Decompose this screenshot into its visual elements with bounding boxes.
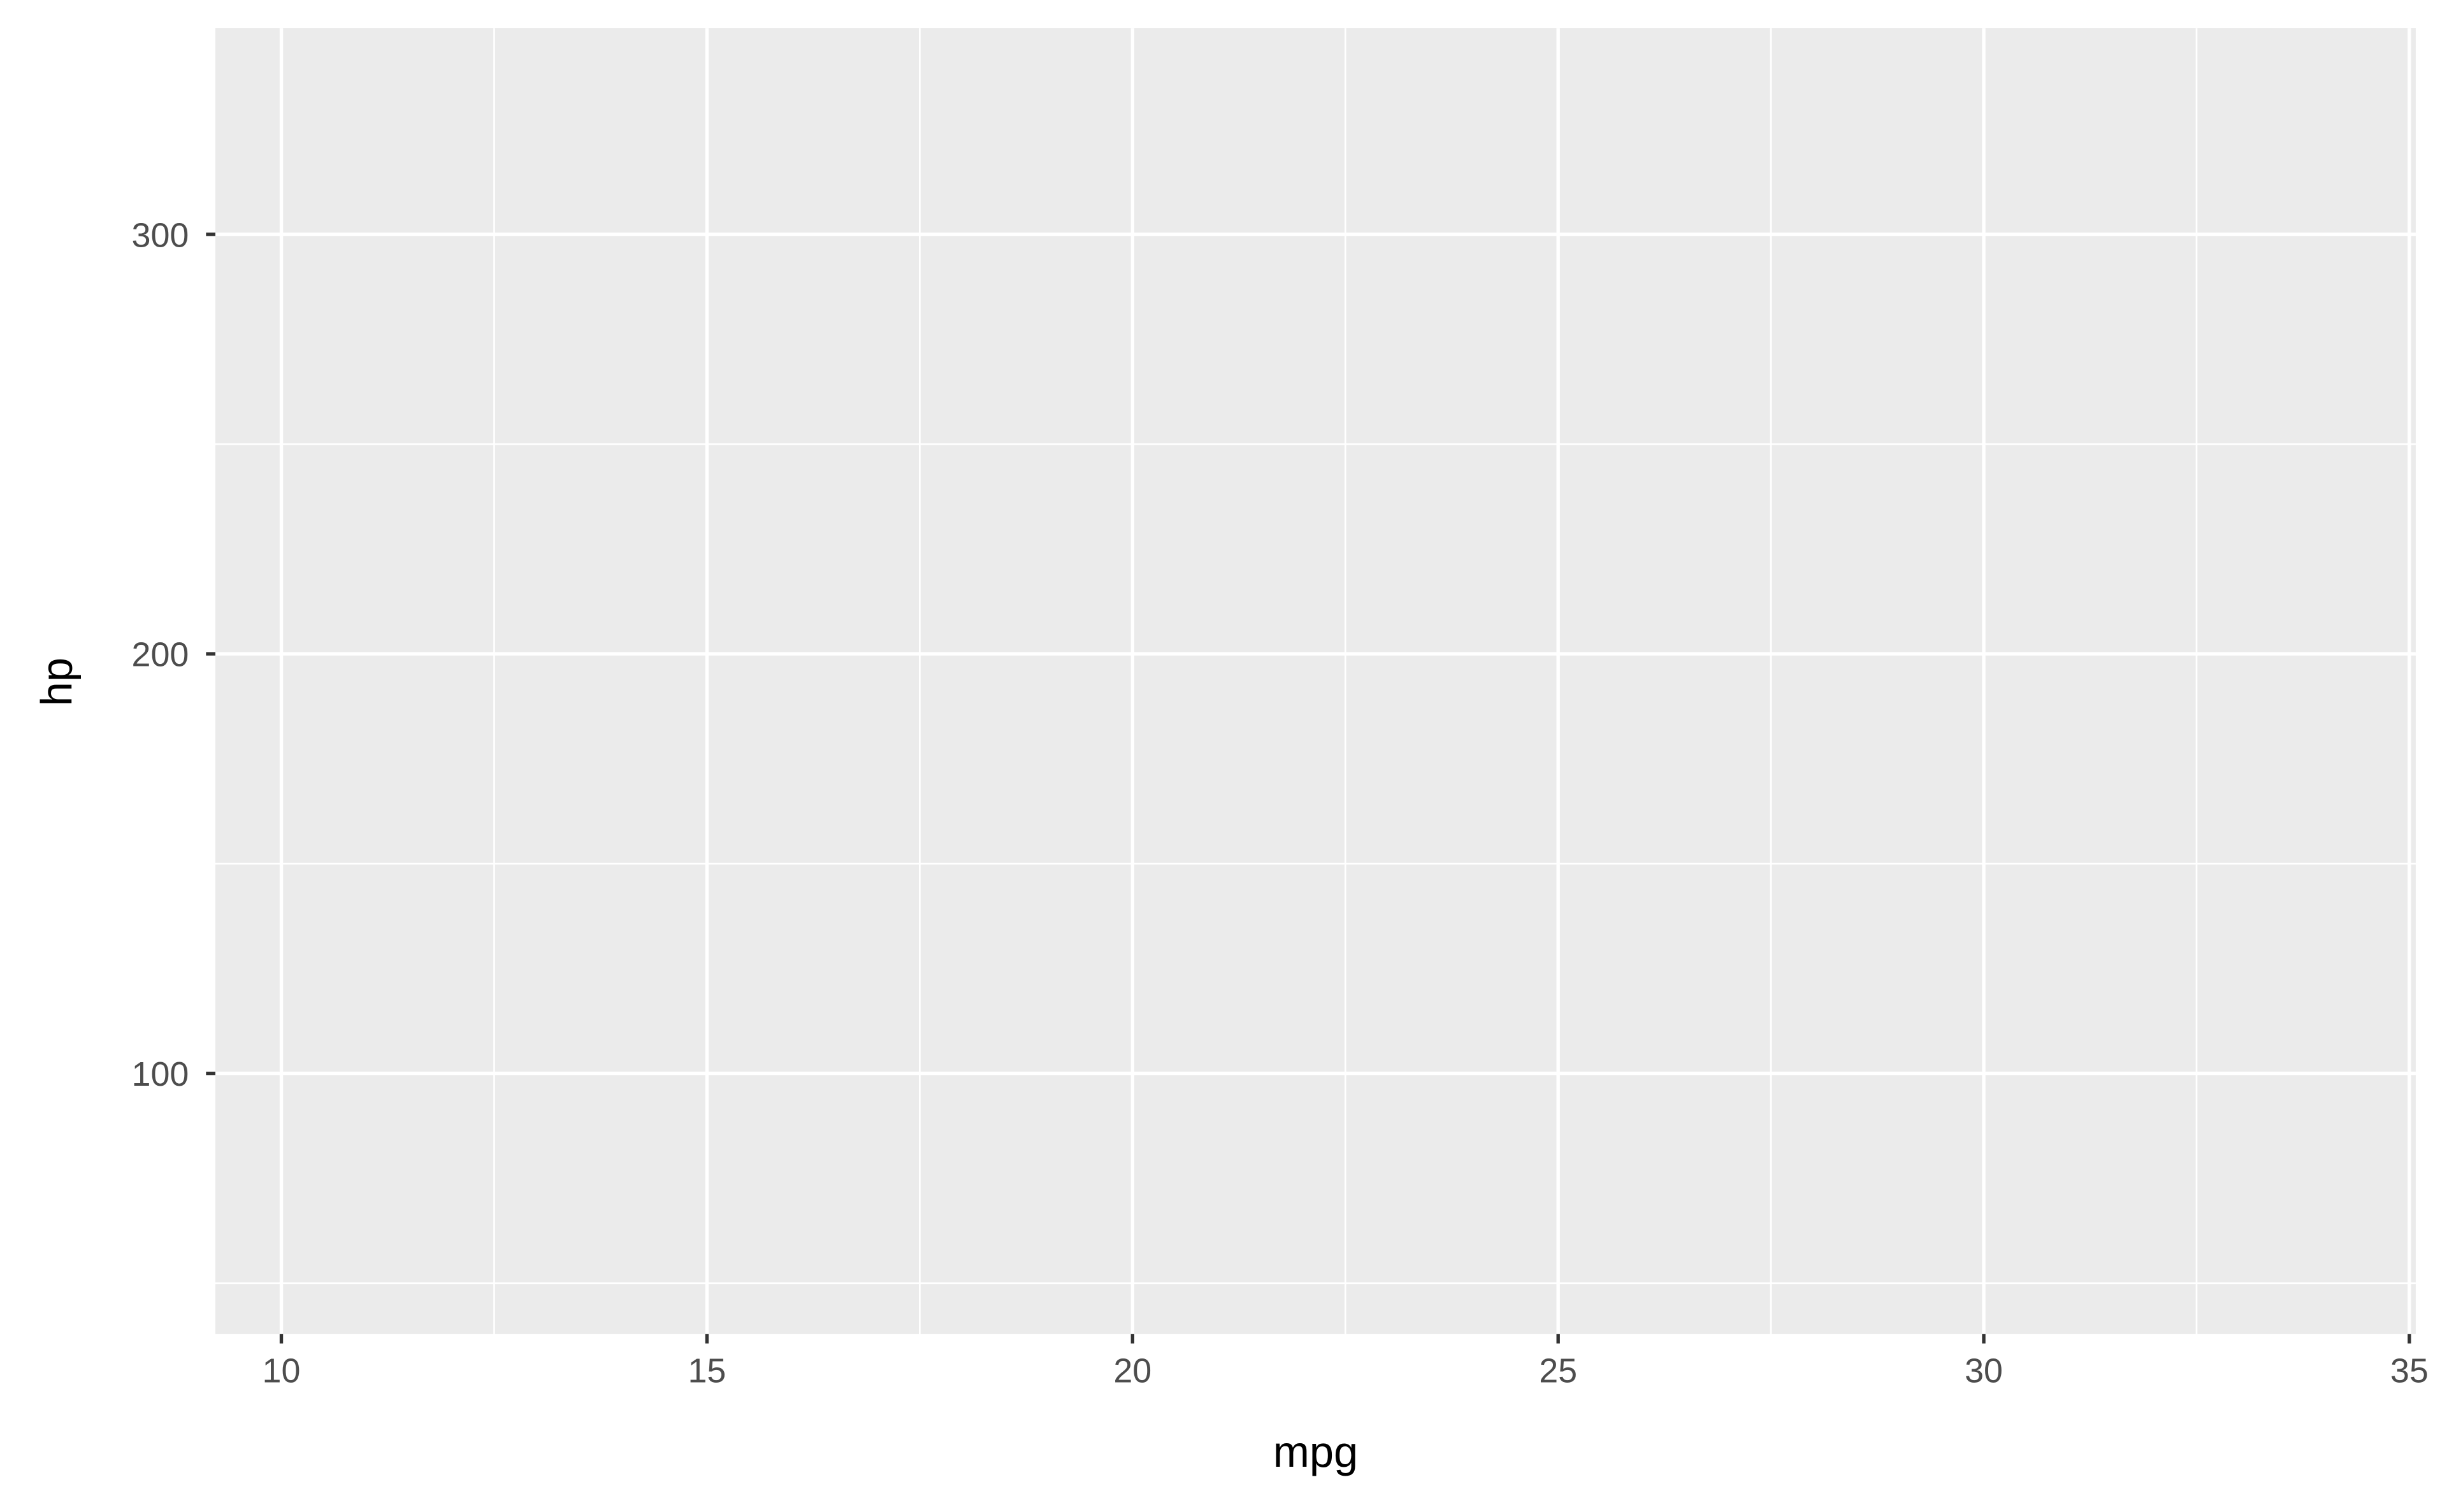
x-tick-label: 30	[1965, 1352, 2003, 1390]
y-axis-title: hp	[32, 658, 82, 706]
x-tick-label: 15	[688, 1352, 726, 1390]
axes: 10 15 20 25 30 35 100 200 300	[131, 216, 2428, 1390]
y-tick-label: 300	[131, 216, 189, 254]
x-axis-title: mpg	[1273, 1427, 1358, 1476]
x-tick-label: 10	[263, 1352, 301, 1390]
x-tick-label: 35	[2390, 1352, 2429, 1390]
x-tick-label: 20	[1113, 1352, 1151, 1390]
plot-panel	[215, 28, 2416, 1334]
x-tick-label: 25	[1539, 1352, 1577, 1390]
y-tick-label: 200	[131, 636, 189, 674]
y-tick-label: 100	[131, 1055, 189, 1093]
gridlines	[215, 28, 2416, 1334]
